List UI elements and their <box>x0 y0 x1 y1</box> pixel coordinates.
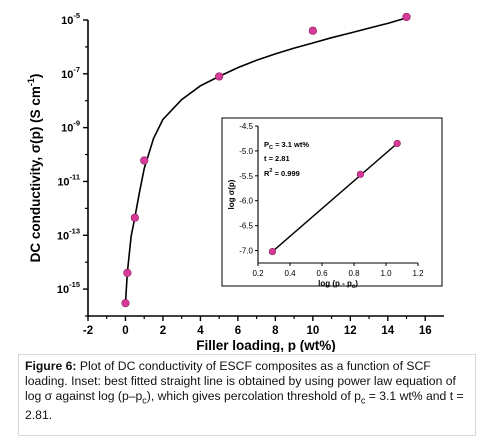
inset-x-axis-label-close: ) <box>355 279 358 288</box>
main-y-tick-exponent: -7 <box>73 65 80 74</box>
main-y-tick-base: 10 <box>57 176 69 188</box>
caption-sub-2: c <box>360 395 366 406</box>
main-data-point <box>123 268 132 277</box>
main-y-tick-exponent: -5 <box>73 11 80 20</box>
inset-x-axis-label-text: log (p - p <box>318 279 352 288</box>
main-x-tick-label: 12 <box>344 325 357 337</box>
main-y-axis-label: DC conductivity, σ(p) (S cm-1) <box>26 74 43 263</box>
inset-x-axis-label: log (p - pc) <box>318 279 358 290</box>
inset-x-tick-label: 0.4 <box>284 269 296 278</box>
main-data-point <box>308 26 317 35</box>
inset-data-point <box>356 170 365 178</box>
inset-annotation-r2: R2 = 0.999 <box>264 168 300 178</box>
caption-label: Figure 6: <box>25 359 77 373</box>
main-y-tick-label: 10-5 <box>61 11 80 27</box>
main-y-tick-exponent: -11 <box>70 172 80 181</box>
inset-annotation-pc-prefix: P <box>264 140 269 149</box>
inset-annotation-pc-value: = 3.1 wt% <box>273 140 309 149</box>
figure-caption: Figure 6: Plot of DC conductivity of ESC… <box>18 354 476 436</box>
inset-annotation-r2-value: = 0.999 <box>272 169 299 178</box>
main-x-tick-label: 10 <box>306 325 319 337</box>
main-x-tick-label: 8 <box>272 325 279 337</box>
main-data-point <box>121 299 130 308</box>
inset-x-tick-label: 0.6 <box>316 269 328 278</box>
inset-annotation-pc: PC = 3.1 wt% <box>264 140 309 151</box>
main-y-tick-base: 10 <box>57 230 69 242</box>
main-data-point <box>402 12 411 22</box>
inset-data-point <box>268 247 277 256</box>
main-x-tick-label: -2 <box>83 325 93 337</box>
main-y-tick-label: 10-11 <box>57 172 80 188</box>
inset-y-tick-label: -6.0 <box>239 197 253 206</box>
main-y-tick-label: 10-9 <box>61 119 80 135</box>
inset-y-axis-label: log σ(p) <box>227 179 236 209</box>
main-y-tick-exponent: -9 <box>73 119 80 128</box>
main-y-tick-exponent: -15 <box>69 280 80 289</box>
main-data-point <box>130 213 139 222</box>
main-y-axis-label-text: DC conductivity, σ(p) (S cm <box>28 86 43 262</box>
main-y-tick-label: 10-13 <box>57 226 80 242</box>
inset-annotation-t: t = 2.81 <box>264 154 290 163</box>
main-x-tick-label: 0 <box>122 325 128 337</box>
inset-x-tick-label: 1.2 <box>412 269 424 278</box>
inset-annotation-pc-subscript: C <box>269 145 273 151</box>
main-x-tick-label: 2 <box>160 325 166 337</box>
inset-y-tick-label: -4.5 <box>239 122 253 131</box>
main-x-axis-label: Filler loading, p (wt%) <box>196 338 336 352</box>
main-x-tick-label: 4 <box>197 325 204 337</box>
inset-y-tick-label: -5.5 <box>239 172 253 181</box>
main-x-tick-label: 14 <box>381 325 394 337</box>
inset-annotation-r2-prefix: R <box>264 169 270 178</box>
main-y-tick-base: 10 <box>61 69 73 81</box>
main-y-axis-label-superscript: -1 <box>26 78 36 86</box>
inset-fit-line <box>271 142 398 253</box>
inset-y-tick-label: -6.5 <box>239 222 253 231</box>
inset-y-tick-label: -7.0 <box>239 247 253 256</box>
caption-text-1: Plot of DC conductivity of ESCF composit… <box>25 359 456 403</box>
main-y-tick-label: 10-7 <box>61 65 80 81</box>
inset-x-axis-label-subscript: c <box>352 284 356 290</box>
main-y-tick-exponent: -13 <box>69 226 80 235</box>
main-y-tick-label: 10-15 <box>57 280 80 296</box>
main-y-tick-base: 10 <box>61 15 73 27</box>
main-y-axis-label-close: ) <box>28 74 43 79</box>
inset-data-point <box>393 139 401 148</box>
inset-x-tick-label: 1.0 <box>380 269 392 278</box>
main-y-tick-base: 10 <box>57 284 69 296</box>
inset-frame <box>221 117 443 287</box>
inset-annotation-r2-superscript: 2 <box>269 168 272 174</box>
inset-plot: 0.2 0.4 0.6 0.8 1.0 1.2 -7.0 -6.5 -6.0 -5.5 -5.0 -4… <box>221 117 443 290</box>
caption-sub-1: c <box>142 395 147 406</box>
caption-text-2: ), which gives percolation threshold of … <box>146 389 361 403</box>
main-x-tick-label: 6 <box>235 325 241 337</box>
main-plot: -2 0 2 4 6 8 10 12 14 1610-1510-1310-1110-910-710… <box>26 11 444 352</box>
inset-x-tick-label: 0.2 <box>252 269 264 278</box>
main-data-point <box>140 156 149 165</box>
main-data-point <box>215 72 224 81</box>
caption-text-3: = 3.1 wt% and t = 2.81. <box>25 389 464 423</box>
main-x-tick-label: 16 <box>419 325 432 337</box>
conductivity-chart: -2 0 2 4 6 8 10 12 14 1610-1510-1310-1110-910-710… <box>26 11 444 352</box>
inset-x-tick-label: 0.8 <box>348 269 360 278</box>
inset-y-tick-label: -5.0 <box>239 147 253 156</box>
main-y-tick-base: 10 <box>61 123 73 135</box>
